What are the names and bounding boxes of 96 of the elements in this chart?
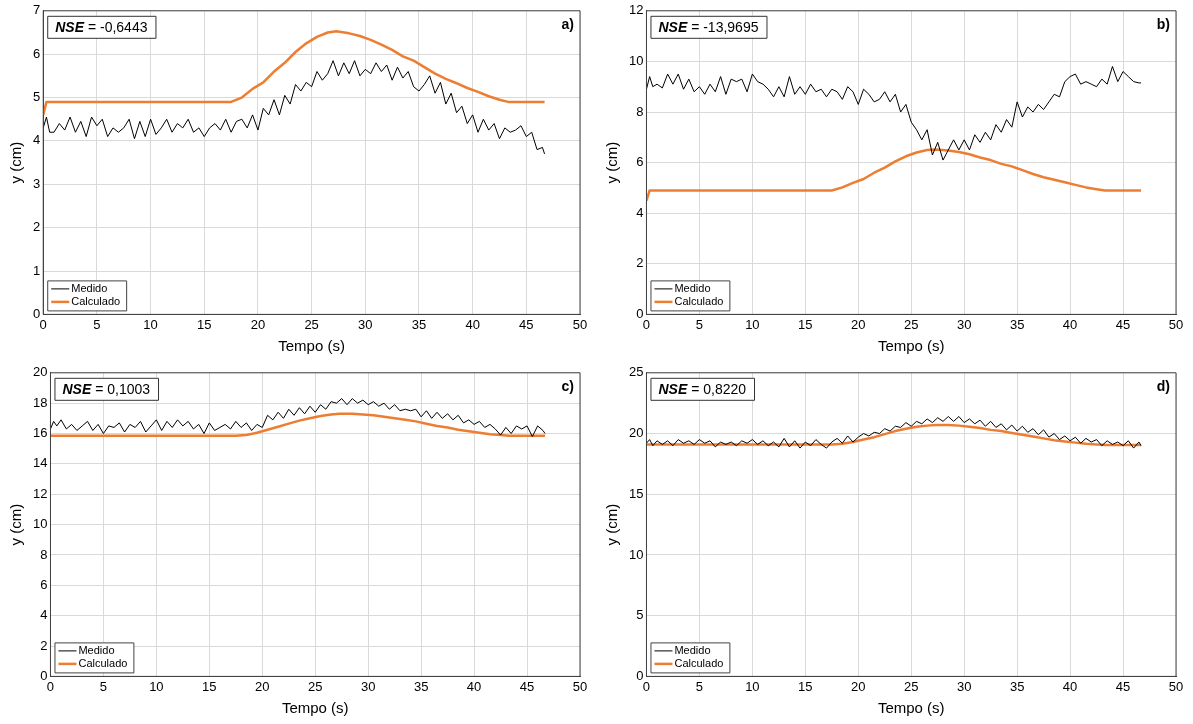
y-tick-label: 0 xyxy=(33,305,41,321)
x-tick-label: 15 xyxy=(798,316,813,332)
x-tick-label: 10 xyxy=(149,678,164,694)
x-tick-label: 10 xyxy=(745,316,760,332)
x-tick-label: 20 xyxy=(250,316,266,332)
y-tick-label: 0 xyxy=(636,305,644,321)
x-tick-label: 10 xyxy=(745,678,760,694)
x-tick-label: 15 xyxy=(798,678,813,694)
x-tick-label: 50 xyxy=(572,316,588,332)
y-tick-label: 4 xyxy=(40,607,48,623)
y-tick-label: 20 xyxy=(628,425,644,441)
y-tick-label: 6 xyxy=(40,576,48,592)
legend-label: Medido xyxy=(674,281,711,294)
y-axis-title: y (cm) xyxy=(7,503,25,546)
y-tick-label: 0 xyxy=(636,667,644,683)
x-tick-label: 15 xyxy=(202,678,217,694)
y-tick-label: 20 xyxy=(32,364,48,380)
annotation: NSE = -0,6443 xyxy=(55,18,148,35)
annotation: d) xyxy=(1156,377,1170,394)
legend-label: Calculado xyxy=(674,294,724,307)
y-tick-label: 2 xyxy=(33,219,41,235)
x-tick-label: 45 xyxy=(519,678,535,694)
x-tick-label: 45 xyxy=(519,316,534,332)
y-tick-label: 10 xyxy=(628,546,644,562)
x-axis-title: Tempo (s) xyxy=(278,337,345,355)
y-tick-label: 10 xyxy=(32,516,48,532)
y-tick-label: 16 xyxy=(32,425,48,441)
x-tick-label: 30 xyxy=(358,316,373,332)
y-tick-label: 5 xyxy=(33,89,41,105)
annotation: c) xyxy=(561,377,574,394)
y-tick-label: 25 xyxy=(628,364,644,380)
legend-label: Medido xyxy=(674,643,711,656)
annotation: NSE = -13,9695 xyxy=(658,18,759,35)
annotation: NSE = 0,1003 xyxy=(62,380,151,397)
x-tick-label: 45 xyxy=(1115,678,1131,694)
x-tick-label: 40 xyxy=(1062,678,1078,694)
y-tick-label: 12 xyxy=(628,2,644,18)
y-axis-title: y (cm) xyxy=(7,141,25,184)
x-tick-label: 40 xyxy=(1062,316,1078,332)
y-tick-label: 8 xyxy=(40,546,48,562)
x-tick-label: 20 xyxy=(255,678,270,694)
x-tick-label: 35 xyxy=(1009,678,1025,694)
x-axis-title: Tempo (s) xyxy=(877,699,945,717)
x-tick-label: 25 xyxy=(904,316,919,332)
x-tick-label: 5 xyxy=(695,316,704,332)
y-tick-label: 10 xyxy=(628,52,644,68)
y-tick-label: 4 xyxy=(33,132,41,148)
annotation: a) xyxy=(561,15,574,32)
y-tick-label: 0 xyxy=(40,667,48,683)
x-tick-label: 30 xyxy=(956,678,972,694)
x-axis-title: Tempo (s) xyxy=(877,337,945,355)
x-tick-label: 50 xyxy=(1168,316,1184,332)
legend-label: Medido xyxy=(71,281,108,294)
x-tick-label: 25 xyxy=(308,678,323,694)
legend-label: Calculado xyxy=(71,294,121,307)
x-tick-label: 35 xyxy=(411,316,427,332)
x-tick-label: 5 xyxy=(99,678,108,694)
y-tick-label: 7 xyxy=(33,2,41,18)
x-tick-label: 25 xyxy=(904,678,919,694)
x-axis-title: Tempo (s) xyxy=(281,699,349,717)
x-tick-label: 35 xyxy=(1009,316,1025,332)
legend-label: Calculado xyxy=(674,656,724,669)
y-tick-label: 6 xyxy=(636,154,644,170)
x-tick-label: 5 xyxy=(695,678,704,694)
x-tick-label: 40 xyxy=(465,316,480,332)
x-tick-label: 10 xyxy=(143,316,158,332)
x-tick-label: 25 xyxy=(304,316,319,332)
y-tick-label: 5 xyxy=(636,607,644,623)
legend-label: Medido xyxy=(78,643,115,656)
x-tick-label: 50 xyxy=(572,678,588,694)
x-tick-label: 50 xyxy=(1168,678,1184,694)
x-tick-label: 20 xyxy=(851,316,866,332)
y-tick-label: 2 xyxy=(636,255,644,271)
x-tick-label: 15 xyxy=(197,316,212,332)
y-tick-label: 1 xyxy=(33,262,41,278)
y-axis-title: y (cm) xyxy=(603,141,621,184)
x-tick-label: 45 xyxy=(1115,316,1131,332)
x-tick-label: 5 xyxy=(93,316,101,332)
y-tick-label: 2 xyxy=(40,637,48,653)
y-tick-label: 8 xyxy=(636,103,644,119)
x-tick-label: 20 xyxy=(851,678,866,694)
y-tick-label: 12 xyxy=(32,485,48,501)
annotation: b) xyxy=(1156,15,1170,32)
y-tick-label: 4 xyxy=(636,204,644,220)
y-axis-title: y (cm) xyxy=(603,503,621,546)
y-tick-label: 14 xyxy=(32,455,48,471)
y-tick-label: 6 xyxy=(33,45,41,61)
x-tick-label: 35 xyxy=(413,678,429,694)
y-tick-label: 18 xyxy=(32,394,48,410)
y-tick-label: 15 xyxy=(628,485,644,501)
x-tick-label: 30 xyxy=(956,316,972,332)
x-tick-label: 40 xyxy=(466,678,482,694)
legend-label: Calculado xyxy=(78,656,128,669)
y-tick-label: 3 xyxy=(33,175,41,191)
annotation: NSE = 0,8220 xyxy=(658,380,747,397)
x-tick-label: 30 xyxy=(360,678,376,694)
